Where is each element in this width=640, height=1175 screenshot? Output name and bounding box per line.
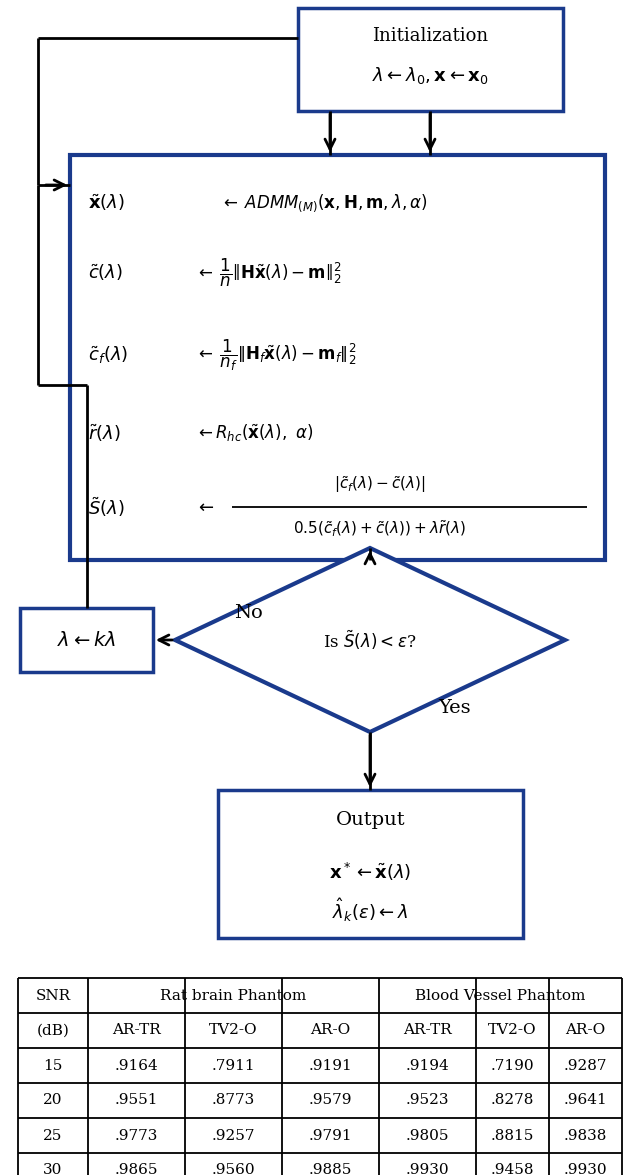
Text: $\leftarrow\; ADMM_{(M)}(\mathbf{x}, \mathbf{H}, \mathbf{m}, \lambda, \alpha)$: $\leftarrow\; ADMM_{(M)}(\mathbf{x}, \ma… (220, 193, 428, 214)
Text: (dB): (dB) (36, 1023, 69, 1038)
Text: .9191: .9191 (308, 1059, 353, 1073)
Text: $\tilde{\mathbf{x}}(\lambda)$: $\tilde{\mathbf{x}}(\lambda)$ (88, 193, 125, 213)
Text: .9641: .9641 (564, 1094, 607, 1108)
Text: $\leftarrow\; \dfrac{1}{n_f}\left\|\mathbf{H}_f\tilde{\mathbf{x}}(\lambda) - \ma: $\leftarrow\; \dfrac{1}{n_f}\left\|\math… (195, 337, 356, 372)
Text: .9791: .9791 (308, 1128, 352, 1142)
Text: $\tilde{c}_f(\lambda)$: $\tilde{c}_f(\lambda)$ (88, 344, 128, 365)
Text: .8815: .8815 (491, 1128, 534, 1142)
Text: $\lambda \leftarrow k\lambda$: $\lambda \leftarrow k\lambda$ (57, 631, 116, 650)
Text: AR-TR: AR-TR (112, 1023, 161, 1038)
Text: TV2-O: TV2-O (488, 1023, 537, 1038)
Text: .9579: .9579 (308, 1094, 352, 1108)
Text: .9773: .9773 (115, 1128, 158, 1142)
Text: .8278: .8278 (491, 1094, 534, 1108)
Text: TV2-O: TV2-O (209, 1023, 258, 1038)
Text: .9805: .9805 (406, 1128, 449, 1142)
Text: .9865: .9865 (115, 1163, 158, 1175)
Text: $\tilde{r}(\lambda)$: $\tilde{r}(\lambda)$ (88, 422, 120, 444)
Text: 20: 20 (44, 1094, 63, 1108)
Text: $\leftarrow\; \dfrac{1}{n}\left\|\mathbf{H}\tilde{\mathbf{x}}(\lambda) - \mathbf: $\leftarrow\; \dfrac{1}{n}\left\|\mathbf… (195, 257, 341, 289)
Text: .9930: .9930 (406, 1163, 449, 1175)
Bar (298, 8, 563, 110)
Text: .9523: .9523 (406, 1094, 449, 1108)
Text: $\mathbf{x}^* \leftarrow \tilde{\mathbf{x}}(\lambda)$: $\mathbf{x}^* \leftarrow \tilde{\mathbf{… (330, 861, 412, 884)
Text: .9560: .9560 (212, 1163, 255, 1175)
Text: .9458: .9458 (491, 1163, 534, 1175)
Text: AR-O: AR-O (310, 1023, 351, 1038)
Text: $|\tilde{c}_f(\lambda) - \tilde{c}(\lambda)|$: $|\tilde{c}_f(\lambda) - \tilde{c}(\lamb… (334, 475, 426, 496)
Text: 25: 25 (44, 1128, 63, 1142)
Bar (20, 607, 153, 672)
Text: $\tilde{S}(\lambda)$: $\tilde{S}(\lambda)$ (88, 495, 125, 518)
Text: .8773: .8773 (212, 1094, 255, 1108)
Text: .7190: .7190 (491, 1059, 534, 1073)
Text: .9930: .9930 (564, 1163, 607, 1175)
Text: .9164: .9164 (115, 1059, 158, 1073)
Text: 15: 15 (44, 1059, 63, 1073)
Text: Blood Vessel Phantom: Blood Vessel Phantom (415, 988, 586, 1002)
Text: $\tilde{c}(\lambda)$: $\tilde{c}(\lambda)$ (88, 263, 123, 283)
Text: SNR: SNR (35, 988, 70, 1002)
Text: .9194: .9194 (406, 1059, 449, 1073)
Text: Rat brain Phantom: Rat brain Phantom (161, 988, 307, 1002)
Text: .9257: .9257 (212, 1128, 255, 1142)
Text: No: No (234, 604, 262, 622)
Text: $\lambda \leftarrow \lambda_0, \mathbf{x} \leftarrow \mathbf{x}_0$: $\lambda \leftarrow \lambda_0, \mathbf{x… (372, 66, 489, 87)
Text: 30: 30 (44, 1163, 63, 1175)
Text: Output: Output (336, 811, 405, 830)
Text: $\leftarrow R_{hc}(\tilde{\mathbf{x}}(\lambda),\ \alpha)$: $\leftarrow R_{hc}(\tilde{\mathbf{x}}(\l… (195, 422, 313, 444)
Text: Initialization: Initialization (372, 27, 488, 45)
Text: AR-O: AR-O (565, 1023, 605, 1038)
Text: .9885: .9885 (309, 1163, 352, 1175)
Bar (218, 790, 523, 938)
Text: .9551: .9551 (115, 1094, 158, 1108)
Text: $\leftarrow$: $\leftarrow$ (195, 498, 214, 516)
Text: $\hat{\lambda}_k(\epsilon) \leftarrow \lambda$: $\hat{\lambda}_k(\epsilon) \leftarrow \l… (332, 897, 408, 924)
Polygon shape (175, 548, 565, 732)
Text: .7911: .7911 (212, 1059, 255, 1073)
Bar (70, 155, 605, 560)
Text: Is $\tilde{S}(\lambda) < \epsilon$?: Is $\tilde{S}(\lambda) < \epsilon$? (323, 629, 417, 652)
Text: .9287: .9287 (564, 1059, 607, 1073)
Text: Yes: Yes (438, 699, 471, 717)
Text: .9838: .9838 (564, 1128, 607, 1142)
Text: AR-TR: AR-TR (403, 1023, 452, 1038)
Text: $0.5(\tilde{c}_f(\lambda) + \tilde{c}(\lambda)) + \lambda\tilde{r}(\lambda)$: $0.5(\tilde{c}_f(\lambda) + \tilde{c}(\l… (293, 519, 467, 539)
